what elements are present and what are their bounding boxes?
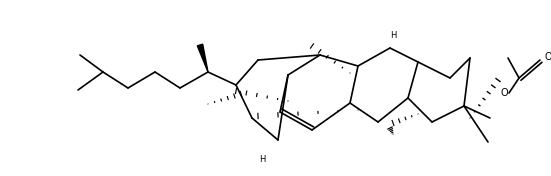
Text: H: H bbox=[259, 155, 265, 164]
Text: H: H bbox=[390, 30, 396, 39]
Text: O: O bbox=[544, 52, 551, 62]
Polygon shape bbox=[197, 44, 208, 72]
Text: O: O bbox=[500, 88, 508, 98]
